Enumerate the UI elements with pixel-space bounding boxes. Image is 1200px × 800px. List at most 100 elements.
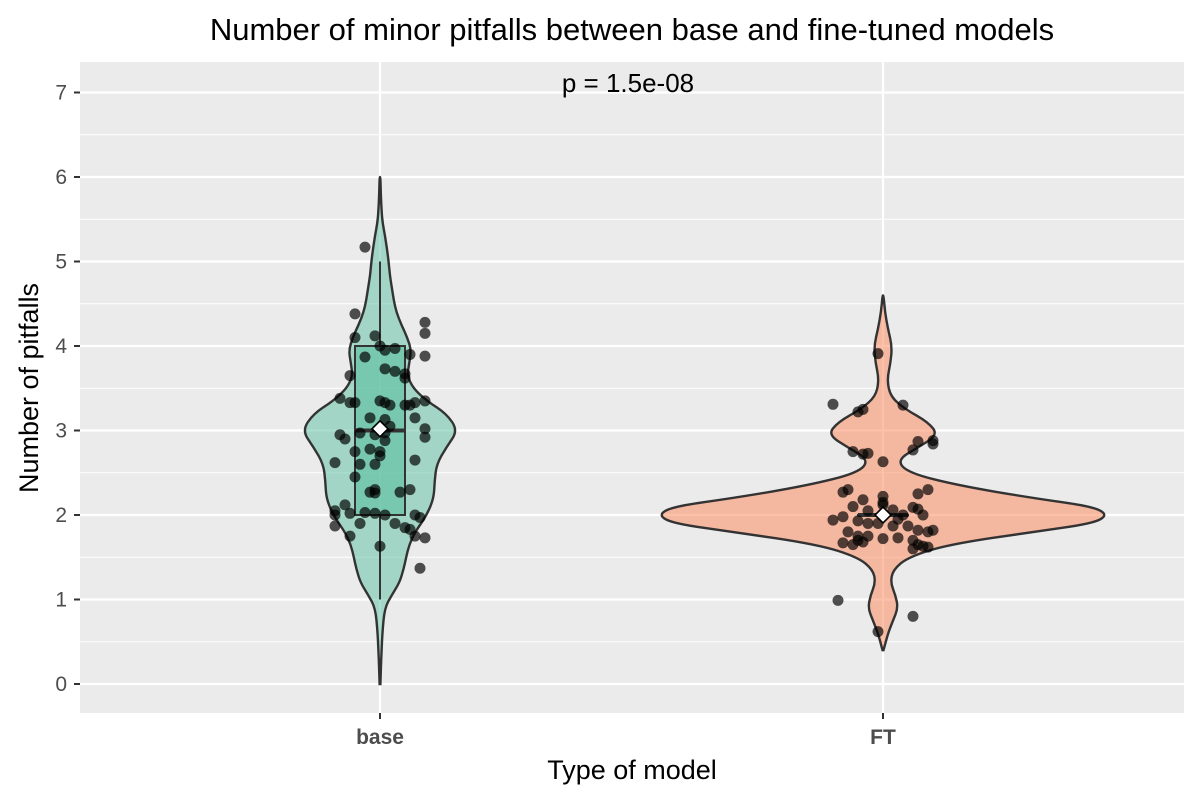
data-point-base bbox=[414, 562, 426, 574]
data-point-base bbox=[334, 392, 346, 404]
x-axis: base FT bbox=[356, 713, 896, 749]
data-point-FT bbox=[862, 517, 874, 529]
data-point-base bbox=[354, 517, 366, 529]
data-point-FT bbox=[922, 541, 934, 553]
data-point-FT bbox=[927, 524, 939, 536]
y-tick-label: 6 bbox=[55, 166, 67, 189]
y-tick-label: 7 bbox=[55, 82, 67, 105]
data-point-base bbox=[419, 431, 431, 443]
data-point-base bbox=[354, 427, 366, 439]
data-point-FT bbox=[917, 509, 929, 521]
data-point-FT bbox=[877, 456, 889, 468]
data-point-base bbox=[404, 484, 416, 496]
data-point-FT bbox=[912, 488, 924, 500]
data-point-FT bbox=[857, 536, 869, 548]
x-tick-label: FT bbox=[870, 726, 896, 749]
data-point-base bbox=[364, 443, 376, 455]
data-point-FT bbox=[847, 539, 859, 551]
data-point-base bbox=[419, 316, 431, 328]
plot-panel bbox=[80, 62, 1184, 713]
data-point-base bbox=[419, 327, 431, 339]
data-point-FT bbox=[872, 348, 884, 360]
data-point-base bbox=[344, 370, 356, 382]
data-point-base bbox=[354, 458, 366, 470]
data-point-base bbox=[349, 446, 361, 458]
data-point-base bbox=[379, 344, 391, 356]
data-point-FT bbox=[837, 537, 849, 549]
data-point-base bbox=[419, 395, 431, 407]
y-tick-label: 3 bbox=[55, 420, 67, 443]
x-axis-title: Type of model bbox=[547, 755, 717, 785]
data-point-FT bbox=[832, 594, 844, 606]
data-point-base bbox=[399, 368, 411, 380]
data-point-base bbox=[384, 399, 396, 411]
data-point-base bbox=[374, 450, 386, 462]
data-point-base bbox=[349, 308, 361, 320]
data-point-base bbox=[329, 457, 341, 469]
data-point-FT bbox=[907, 610, 919, 622]
data-point-base bbox=[369, 487, 381, 499]
data-point-FT bbox=[877, 533, 889, 545]
data-point-base bbox=[369, 330, 381, 342]
y-axis: 0 1 2 3 4 5 6 7 bbox=[55, 82, 80, 696]
y-tick-label: 2 bbox=[55, 504, 67, 527]
data-point-base bbox=[349, 332, 361, 344]
data-point-FT bbox=[892, 513, 904, 525]
data-point-base bbox=[349, 471, 361, 483]
data-point-base bbox=[409, 530, 421, 542]
data-point-FT bbox=[842, 526, 854, 538]
data-point-base bbox=[409, 412, 421, 424]
data-point-base bbox=[359, 351, 371, 363]
data-point-FT bbox=[912, 524, 924, 536]
mean-marker-FT bbox=[873, 505, 893, 525]
data-point-base bbox=[394, 486, 406, 498]
data-point-base bbox=[329, 509, 341, 521]
data-point-base bbox=[359, 506, 371, 518]
y-tick-label: 4 bbox=[55, 335, 67, 358]
data-point-FT bbox=[912, 435, 924, 447]
data-point-base bbox=[364, 412, 376, 424]
data-point-base bbox=[369, 458, 381, 470]
data-point-FT bbox=[837, 511, 849, 523]
data-point-base bbox=[379, 509, 391, 521]
data-point-FT bbox=[827, 514, 839, 526]
data-point-FT bbox=[902, 520, 914, 532]
mean-markers bbox=[370, 419, 893, 525]
data-point-FT bbox=[857, 494, 869, 506]
data-point-base bbox=[389, 343, 401, 355]
data-point-FT bbox=[872, 626, 884, 638]
y-tick-label: 0 bbox=[55, 673, 67, 696]
data-point-base bbox=[374, 540, 386, 552]
data-point-FT bbox=[927, 438, 939, 450]
data-point-base bbox=[344, 530, 356, 542]
data-point-base bbox=[379, 435, 391, 447]
data-point-FT bbox=[877, 499, 889, 511]
data-point-base bbox=[389, 517, 401, 529]
data-point-base bbox=[359, 241, 371, 253]
data-point-base bbox=[419, 350, 431, 362]
data-point-base bbox=[329, 520, 341, 532]
p-value-annotation: p = 1.5e-08 bbox=[562, 68, 694, 98]
data-point-FT bbox=[827, 398, 839, 410]
data-point-FT bbox=[862, 505, 874, 517]
data-point-FT bbox=[922, 484, 934, 496]
data-point-base bbox=[379, 363, 391, 375]
data-point-base bbox=[404, 348, 416, 360]
y-tick-label: 1 bbox=[55, 589, 67, 612]
data-point-base bbox=[409, 454, 421, 466]
x-tick-label: base bbox=[356, 726, 404, 749]
data-point-FT bbox=[892, 532, 904, 544]
data-point-FT bbox=[907, 444, 919, 456]
chart-title: Number of minor pitfalls between base an… bbox=[210, 12, 1054, 47]
y-axis-title: Number of pitfalls bbox=[14, 283, 44, 493]
data-point-base bbox=[419, 532, 431, 544]
data-point-base bbox=[389, 365, 401, 377]
data-point-FT bbox=[862, 447, 874, 459]
data-point-FT bbox=[847, 501, 859, 513]
data-point-FT bbox=[837, 486, 849, 498]
data-point-base bbox=[339, 433, 351, 445]
data-point-FT bbox=[847, 446, 859, 458]
data-point-FT bbox=[907, 543, 919, 555]
mean-marker-base bbox=[370, 419, 390, 438]
